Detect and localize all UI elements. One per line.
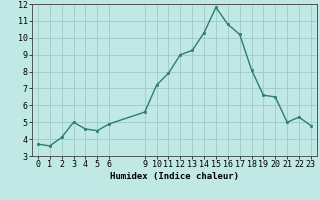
X-axis label: Humidex (Indice chaleur): Humidex (Indice chaleur) bbox=[110, 172, 239, 181]
